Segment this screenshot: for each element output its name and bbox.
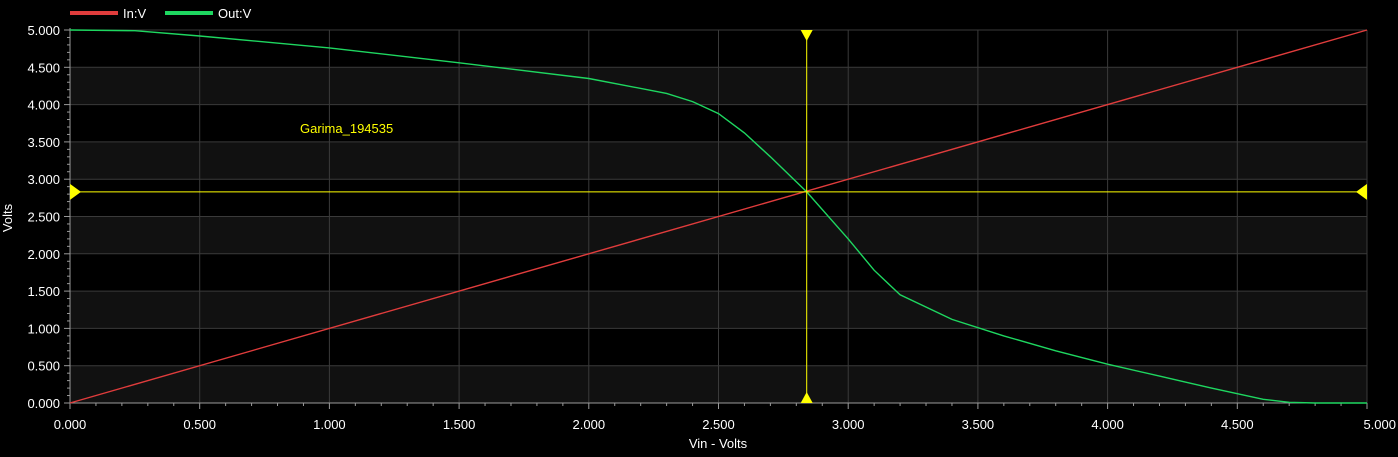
x-tick-label: 3.000 [832, 417, 865, 432]
series-line-out-v [69, 29, 1367, 404]
x-tick-label: 5.000 [1363, 417, 1396, 432]
y-tick-label: 1.000 [27, 321, 60, 336]
x-axis-label: Vin - Volts [689, 436, 748, 451]
y-tick-label: 1.500 [27, 284, 60, 299]
x-tick-label: 4.000 [1091, 417, 1124, 432]
annotation-label: Garima_194535 [300, 121, 393, 136]
x-tick-label: 0.000 [54, 417, 87, 432]
y-tick-label: 0.000 [27, 396, 60, 411]
y-tick-label: 3.500 [27, 135, 60, 150]
cursor-handle-right-icon[interactable] [1356, 183, 1367, 200]
legend-label: Out:V [218, 6, 252, 21]
x-tick-label: 4.500 [1221, 417, 1254, 432]
y-tick-label: 4.500 [27, 60, 60, 75]
x-tick-label: 3.500 [962, 417, 995, 432]
x-tick-label: 1.000 [313, 417, 346, 432]
series-line-in-v [69, 29, 1368, 404]
y-tick-label: 2.000 [27, 247, 60, 262]
cursor-handle-top-icon[interactable] [800, 30, 813, 41]
y-tick-label: 4.000 [27, 98, 60, 113]
legend-label: In:V [123, 6, 146, 21]
cursor-handle-left-icon[interactable] [70, 183, 81, 200]
x-tick-label: 0.500 [183, 417, 216, 432]
y-tick-label: 3.000 [27, 172, 60, 187]
x-tick-label: 2.000 [573, 417, 606, 432]
y-tick-label: 2.500 [27, 210, 60, 225]
x-tick-label: 2.500 [702, 417, 735, 432]
x-tick-label: 1.500 [443, 417, 476, 432]
y-tick-label: 5.000 [27, 23, 60, 38]
y-axis-label: Volts [0, 203, 15, 232]
y-tick-label: 0.500 [27, 359, 60, 374]
cursor-handle-bottom-icon[interactable] [800, 392, 813, 403]
